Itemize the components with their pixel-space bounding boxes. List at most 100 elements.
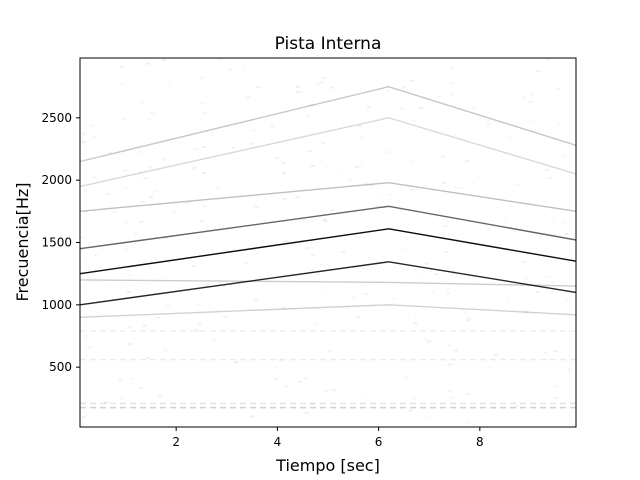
noise-speck (197, 322, 202, 325)
noise-speck (359, 165, 363, 167)
noise-speck (282, 307, 286, 310)
noise-speck (363, 292, 368, 295)
noise-speck (564, 232, 569, 235)
noise-speck (256, 86, 261, 89)
noise-speck (274, 378, 279, 380)
noise-speck (331, 389, 336, 392)
noise-speck (121, 83, 125, 85)
noise-speck (192, 166, 197, 169)
noise-speck (467, 317, 471, 319)
noise-speck (528, 100, 533, 103)
noise-speck (392, 298, 396, 300)
noise-speck (118, 379, 123, 382)
noise-speck (199, 220, 204, 223)
noise-speck (281, 162, 286, 165)
noise-speck (310, 403, 315, 406)
noise-speck (322, 218, 327, 221)
noise-speck (406, 316, 410, 318)
noise-speck (126, 274, 130, 276)
noise-speck (114, 211, 118, 213)
noise-speck (487, 123, 491, 125)
x-axis-label: Tiempo [sec] (275, 456, 380, 475)
noise-speck (530, 93, 534, 95)
noise-speck (545, 276, 549, 278)
noise-speck (151, 112, 155, 114)
noise-speck (494, 353, 499, 356)
noise-speck (121, 117, 126, 120)
noise-speck (185, 202, 190, 204)
noise-speck (341, 251, 345, 254)
noise-speck (423, 338, 427, 340)
noise-speck (402, 247, 406, 249)
noise-speck (191, 265, 196, 267)
noise-speck (149, 196, 154, 199)
noise-speck (94, 255, 98, 257)
noise-speck (442, 181, 446, 184)
noise-speck (321, 142, 326, 145)
noise-speck (297, 381, 302, 383)
noise-speck (379, 199, 383, 201)
noise-speck (451, 82, 455, 85)
noise-speck (128, 343, 133, 346)
noise-speck (323, 212, 327, 214)
noise-speck (172, 211, 177, 214)
noise-speck (569, 63, 573, 65)
noise-speck (536, 70, 541, 73)
noise-speck (317, 82, 321, 84)
noise-speck (252, 130, 256, 132)
noise-speck (326, 290, 330, 292)
noise-speck (244, 261, 249, 264)
noise-speck (553, 350, 558, 353)
noise-speck (104, 401, 109, 404)
noise-speck (212, 338, 217, 341)
ridge-line-4 (79, 181, 577, 212)
noise-speck (88, 345, 93, 348)
noise-speck (491, 407, 496, 410)
noise-speck (119, 397, 123, 399)
noise-speck (215, 187, 219, 189)
noise-speck (147, 118, 151, 120)
noise-speck (138, 171, 143, 174)
noise-speck (138, 150, 143, 153)
noise-speck (385, 151, 389, 154)
noise-speck (107, 152, 112, 154)
noise-speck (81, 416, 86, 419)
noise-speck (135, 178, 139, 180)
noise-speck (128, 326, 132, 328)
noise-speck (418, 106, 423, 109)
ridge-line-1 (79, 228, 577, 275)
noise-speck (306, 115, 311, 118)
ridge-line-8 (79, 304, 577, 318)
noise-speck (562, 155, 566, 157)
x-tick-label: 8 (476, 435, 484, 449)
noise-speck (545, 169, 550, 172)
noise-speck (404, 238, 408, 240)
y-tick-label: 500 (49, 360, 72, 374)
noise-speck (404, 376, 408, 378)
noise-speck (123, 169, 128, 172)
noise-speck (414, 317, 418, 319)
ridge-line-3 (79, 261, 577, 306)
noise-speck (140, 200, 145, 203)
noise-speck (306, 375, 310, 377)
noise-speck (155, 316, 160, 319)
ridge-lines (79, 85, 577, 409)
noise-speck (153, 190, 157, 192)
noise-speck (145, 62, 150, 65)
noise-speck (506, 298, 510, 300)
noise-speck (355, 166, 360, 169)
noise-speck (513, 230, 517, 232)
noise-speck (202, 205, 207, 208)
noise-speck (426, 416, 430, 418)
noise-speck (409, 161, 413, 163)
noise-speck (447, 363, 452, 366)
noise-speck (521, 260, 526, 263)
noise-speck (270, 125, 275, 128)
noise-speck (412, 398, 416, 400)
noise-speck (124, 187, 128, 189)
noise-speck (195, 148, 199, 150)
noise-speck (449, 396, 454, 399)
ridge-line-5 (79, 85, 577, 163)
noise-speck (195, 304, 199, 306)
noise-speck (323, 220, 328, 223)
